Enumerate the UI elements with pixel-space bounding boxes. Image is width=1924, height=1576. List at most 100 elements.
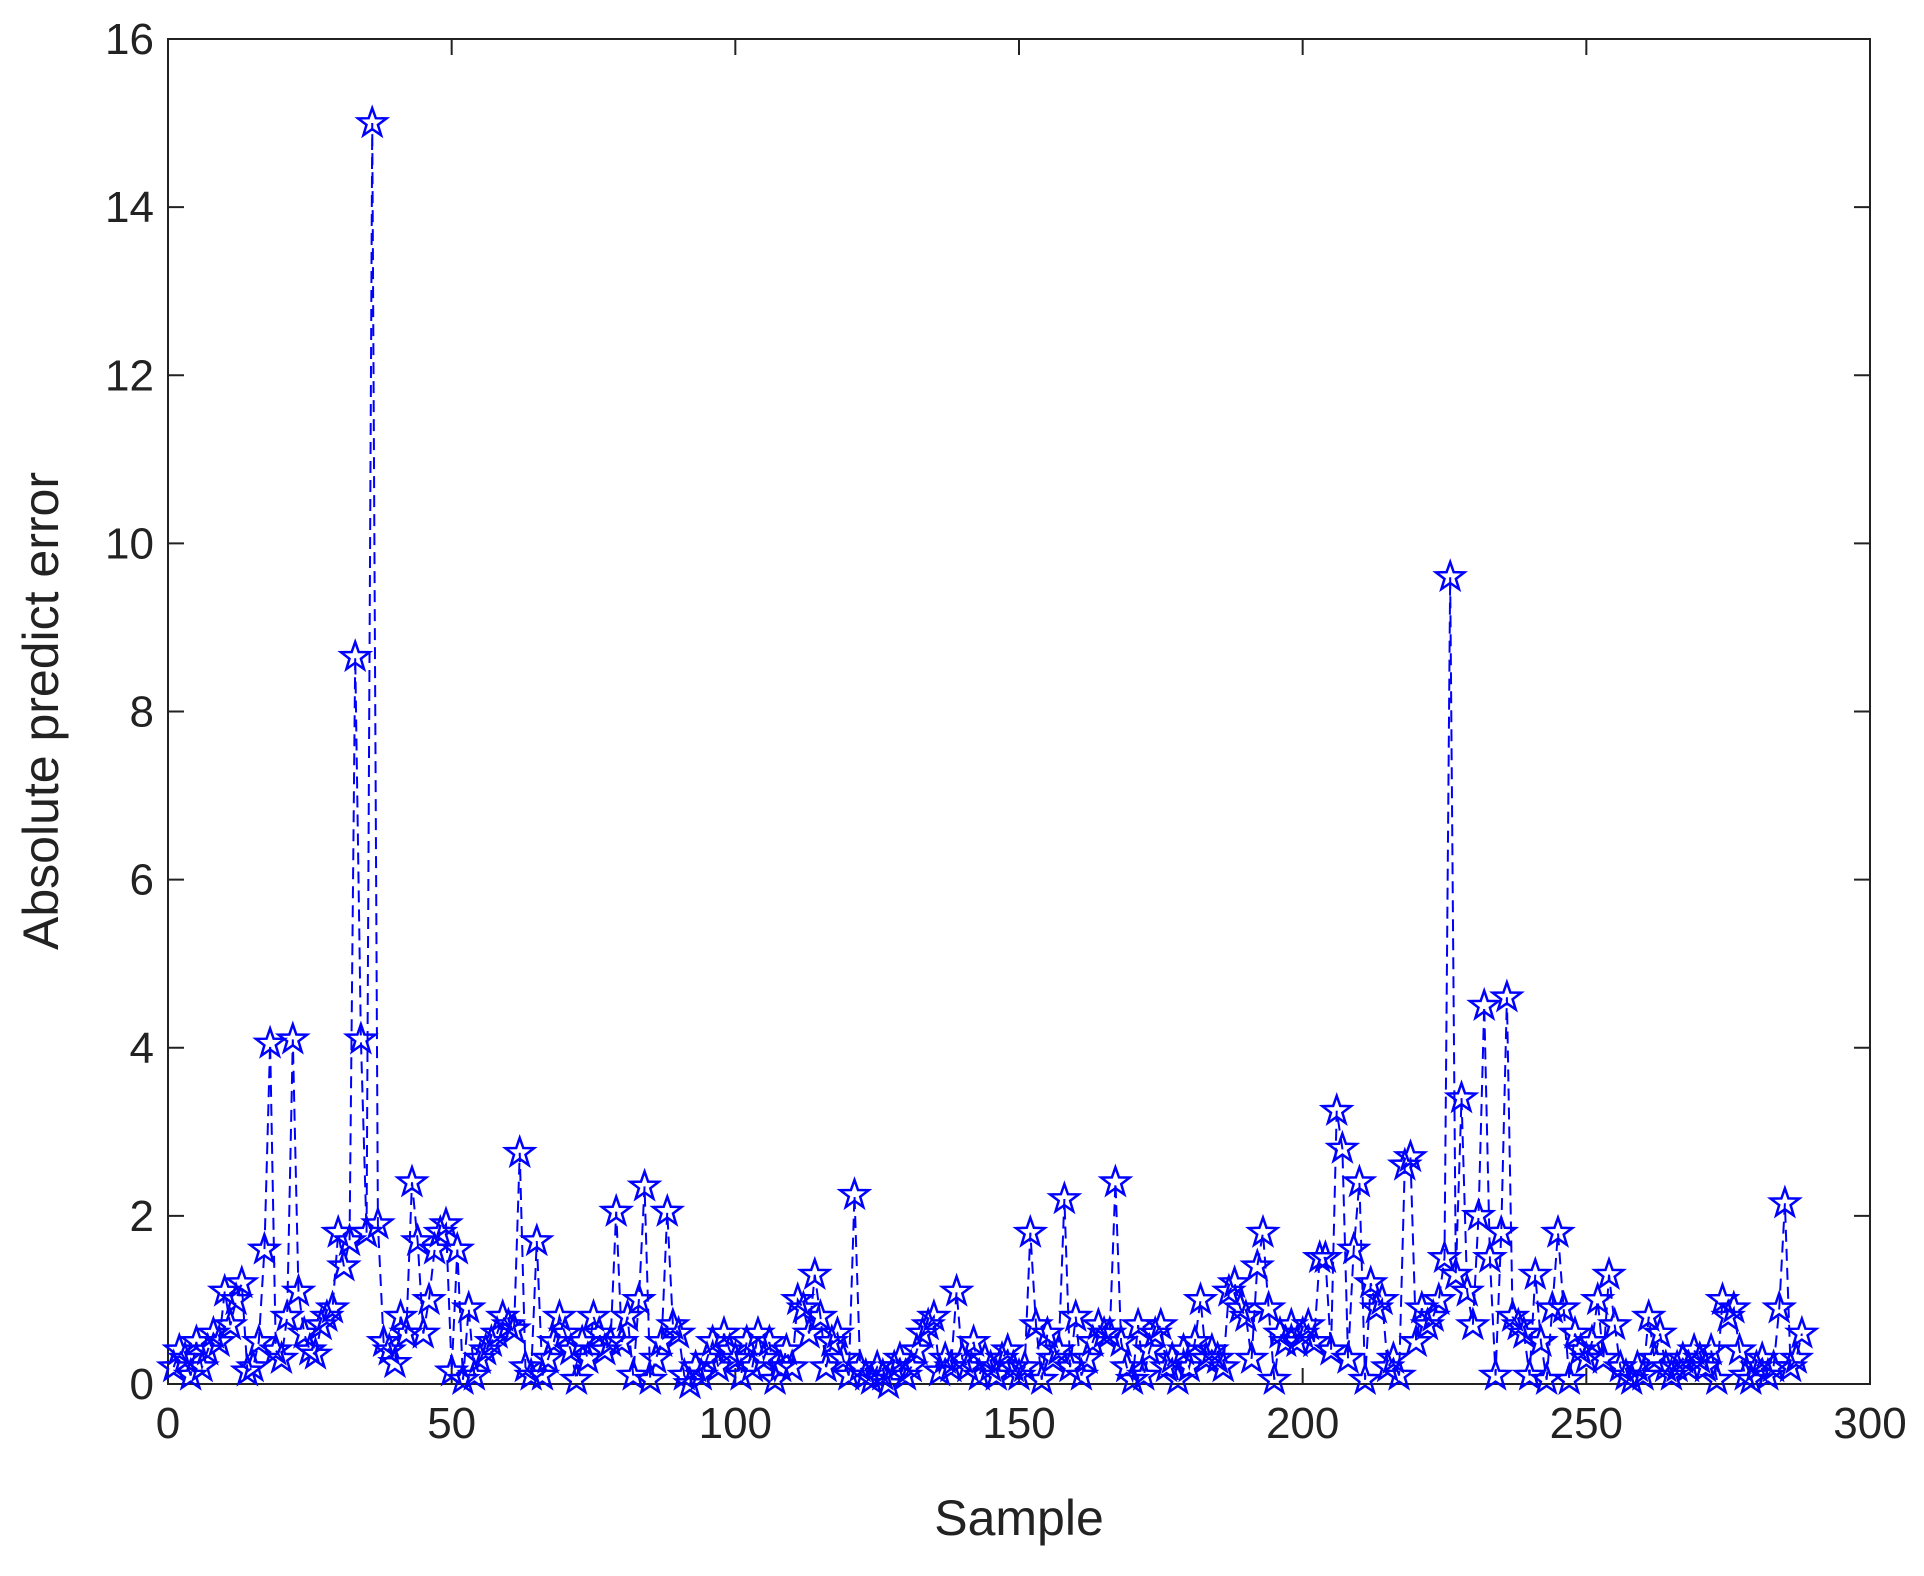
star-marker	[484, 1298, 521, 1332]
star-marker	[371, 1331, 408, 1366]
star-marker	[1460, 1197, 1497, 1232]
star-marker	[1335, 1230, 1372, 1265]
star-marker	[762, 1348, 799, 1383]
star-marker	[1721, 1331, 1758, 1366]
star-marker	[1766, 1184, 1803, 1219]
star-marker	[921, 1352, 958, 1387]
x-axis-label: Sample	[934, 1490, 1104, 1546]
star-marker	[547, 1314, 584, 1349]
star-marker	[785, 1289, 822, 1324]
star-marker	[915, 1297, 952, 1332]
star-marker	[456, 1356, 493, 1391]
star-marker	[223, 1264, 260, 1299]
star-marker	[535, 1323, 572, 1358]
star-marker	[365, 1323, 402, 1358]
star-marker	[1778, 1340, 1815, 1374]
star-marker	[1318, 1091, 1355, 1126]
star-marker	[450, 1289, 487, 1324]
star-marker	[1352, 1264, 1389, 1299]
star-marker	[1205, 1348, 1242, 1383]
star-marker	[513, 1356, 550, 1391]
star-marker	[405, 1314, 442, 1349]
star-marker	[1693, 1331, 1730, 1366]
star-marker	[1012, 1213, 1049, 1248]
star-marker	[1182, 1281, 1219, 1316]
y-tick-label: 16	[105, 15, 154, 64]
star-marker	[1199, 1340, 1236, 1374]
star-marker	[632, 1361, 669, 1395]
star-marker	[819, 1314, 856, 1349]
star-marker	[1437, 1255, 1474, 1291]
star-marker	[1057, 1298, 1094, 1332]
star-marker	[609, 1298, 646, 1332]
star-marker	[813, 1323, 850, 1358]
star-marker	[541, 1298, 578, 1332]
star-marker	[377, 1344, 413, 1379]
star-marker	[1715, 1289, 1752, 1324]
star-marker	[479, 1314, 515, 1349]
star-marker	[1523, 1323, 1559, 1358]
series-line	[172, 123, 1803, 1387]
star-marker	[1699, 1360, 1735, 1395]
star-marker	[751, 1323, 788, 1358]
star-marker	[1375, 1340, 1412, 1374]
star-marker	[1341, 1163, 1378, 1198]
star-marker	[1642, 1314, 1679, 1349]
x-tick-label: 250	[1550, 1399, 1623, 1448]
star-marker	[1239, 1247, 1276, 1282]
y-tick-label: 12	[105, 351, 154, 400]
star-marker	[1046, 1180, 1083, 1215]
star-marker	[1415, 1298, 1452, 1332]
star-marker	[1125, 1356, 1162, 1391]
star-marker	[1398, 1323, 1435, 1358]
star-marker	[779, 1281, 816, 1316]
star-marker	[240, 1323, 277, 1358]
star-marker	[1290, 1306, 1327, 1341]
star-marker	[734, 1348, 771, 1383]
star-marker	[615, 1356, 652, 1391]
star-marker	[524, 1356, 561, 1391]
star-marker	[1449, 1272, 1486, 1307]
star-marker	[1006, 1348, 1043, 1383]
star-marker	[1040, 1331, 1077, 1366]
star-marker	[1381, 1356, 1418, 1391]
star-marker	[774, 1348, 810, 1383]
star-marker	[172, 1356, 209, 1391]
star-marker	[167, 1339, 203, 1374]
star-marker	[428, 1205, 464, 1240]
star-marker	[1250, 1289, 1287, 1324]
star-marker	[1545, 1289, 1582, 1324]
star-marker	[1454, 1306, 1491, 1341]
star-marker	[1193, 1331, 1230, 1366]
star-marker	[745, 1339, 782, 1374]
star-marker	[212, 1306, 249, 1341]
star-marker	[1420, 1281, 1457, 1316]
star-marker	[1142, 1306, 1179, 1341]
star-marker	[1506, 1314, 1542, 1349]
x-tick-label: 300	[1833, 1399, 1906, 1448]
y-tick-label: 4	[130, 1024, 154, 1073]
star-marker	[1131, 1331, 1168, 1366]
star-marker	[1443, 1079, 1480, 1114]
star-marker	[184, 1348, 220, 1383]
star-marker	[649, 1192, 686, 1227]
star-marker	[626, 1167, 663, 1202]
star-marker	[1687, 1348, 1724, 1383]
star-marker	[1023, 1360, 1060, 1395]
star-marker	[218, 1281, 254, 1316]
star-marker	[269, 1298, 306, 1332]
star-marker	[496, 1310, 532, 1345]
star-marker	[439, 1230, 476, 1265]
x-tick-label: 200	[1266, 1399, 1339, 1448]
star-marker	[189, 1331, 226, 1366]
star-marker	[791, 1314, 828, 1349]
star-marker	[575, 1297, 612, 1332]
star-marker	[246, 1230, 283, 1265]
star-marker	[1557, 1314, 1593, 1349]
star-marker	[1494, 1297, 1531, 1332]
star-marker	[342, 1020, 379, 1055]
star-marker	[853, 1360, 890, 1395]
star-marker	[399, 1222, 436, 1257]
star-marker	[1761, 1289, 1798, 1324]
